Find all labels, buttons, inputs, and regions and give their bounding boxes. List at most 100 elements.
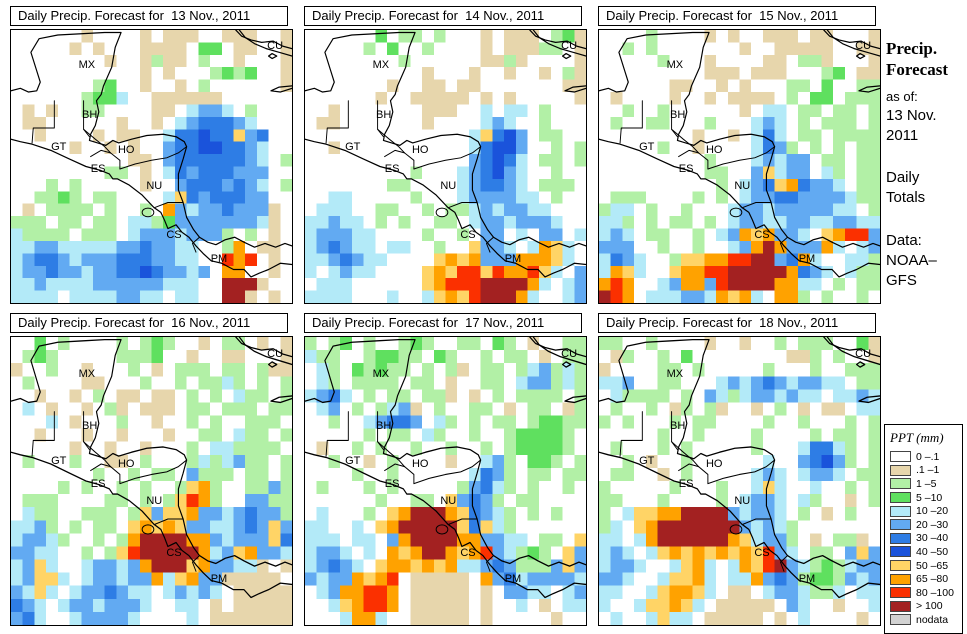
legend-item: 10 –20 bbox=[890, 504, 958, 518]
legend-box: PPT (mm) 0 –.1.1 –1 1 –5 5 –10 10 –20 20 –30… bbox=[884, 424, 963, 634]
country-label-pm: PM bbox=[504, 572, 522, 585]
sidebar-data-source: Data: NOAA– GFS bbox=[886, 231, 937, 290]
country-label-cu: CU bbox=[561, 348, 578, 361]
country-label-gt: GT bbox=[639, 141, 655, 154]
country-label-cu: CU bbox=[267, 40, 284, 53]
sidebar-asof-label: as of: bbox=[886, 88, 918, 104]
legend-title: PPT (mm) bbox=[890, 430, 944, 445]
legend-item: 40 –50 bbox=[890, 545, 958, 559]
country-labels: MX CU BH GT HO ES NU CS PM bbox=[11, 337, 292, 625]
legend-item: 30 –40 bbox=[890, 532, 958, 546]
precip-map: MX CU BH GT HO ES NU CS PM bbox=[598, 336, 881, 626]
legend-item: > 100 bbox=[890, 600, 958, 614]
forecast-panel-18nov: Daily Precip. Forecast for 18 Nov., 2011… bbox=[598, 313, 883, 626]
forecast-panel-14nov: Daily Precip. Forecast for 14 Nov., 2011… bbox=[304, 6, 589, 304]
country-label-mx: MX bbox=[372, 368, 390, 381]
country-label-pm: PM bbox=[504, 253, 522, 266]
country-label-es: ES bbox=[90, 163, 106, 176]
country-labels: MX CU BH GT HO ES NU CS PM bbox=[599, 337, 880, 625]
country-label-mx: MX bbox=[666, 368, 684, 381]
country-labels: MX CU BH GT HO ES NU CS PM bbox=[599, 30, 880, 303]
country-label-bh: BH bbox=[82, 420, 98, 433]
legend-swatch bbox=[890, 464, 911, 476]
country-label-gt: GT bbox=[639, 454, 655, 467]
country-label-ho: HO bbox=[705, 144, 723, 157]
country-label-bh: BH bbox=[376, 420, 392, 433]
precip-map: MX CU BH GT HO ES NU CS PM bbox=[304, 29, 587, 304]
country-label-pm: PM bbox=[798, 253, 816, 266]
legend-swatch bbox=[890, 451, 911, 463]
precip-grid-canvas bbox=[599, 30, 880, 303]
country-label-mx: MX bbox=[372, 59, 390, 72]
country-labels: MX CU BH GT HO ES NU CS PM bbox=[11, 30, 292, 303]
panel-title: Daily Precip. Forecast for 14 Nov., 2011 bbox=[304, 6, 582, 26]
panel-title: Daily Precip. Forecast for 13 Nov., 2011 bbox=[10, 6, 288, 26]
country-label-gt: GT bbox=[345, 454, 361, 467]
legend-item: 5 –10 bbox=[890, 491, 958, 505]
country-label-nu: NU bbox=[146, 495, 163, 508]
legend-item: 80 –100 bbox=[890, 586, 958, 600]
legend-label: 80 –100 bbox=[916, 586, 954, 599]
legend-swatch bbox=[890, 505, 911, 517]
country-label-cu: CU bbox=[267, 348, 284, 361]
legend-swatch bbox=[890, 492, 911, 504]
legend-label: 65 –80 bbox=[916, 573, 949, 586]
forecast-panel-17nov: Daily Precip. Forecast for 17 Nov., 2011… bbox=[304, 313, 589, 626]
country-label-gt: GT bbox=[51, 141, 67, 154]
country-label-ho: HO bbox=[411, 144, 429, 157]
country-label-cu: CU bbox=[855, 40, 872, 53]
country-label-bh: BH bbox=[376, 108, 392, 121]
country-label-pm: PM bbox=[210, 572, 228, 585]
legend-label: 5 –10 bbox=[916, 491, 943, 504]
precip-map: MX CU BH GT HO ES NU CS PM bbox=[10, 336, 293, 626]
country-label-mx: MX bbox=[78, 368, 96, 381]
panel-title: Daily Precip. Forecast for 16 Nov., 2011 bbox=[10, 313, 288, 333]
legend-swatch bbox=[890, 546, 911, 558]
legend-swatch bbox=[890, 519, 911, 531]
country-label-es: ES bbox=[90, 477, 106, 490]
country-label-pm: PM bbox=[210, 253, 228, 266]
legend-swatch bbox=[890, 573, 911, 585]
legend-label: 40 –50 bbox=[916, 545, 949, 558]
panel-title: Daily Precip. Forecast for 17 Nov., 2011 bbox=[304, 313, 582, 333]
legend-swatch bbox=[890, 614, 911, 626]
legend-swatch bbox=[890, 478, 911, 490]
forecast-panel-13nov: Daily Precip. Forecast for 13 Nov., 2011… bbox=[10, 6, 295, 304]
precip-grid-canvas bbox=[599, 337, 880, 625]
precip-grid-canvas bbox=[11, 337, 292, 625]
legend-swatch bbox=[890, 560, 911, 572]
country-label-nu: NU bbox=[734, 179, 751, 192]
legend-swatch bbox=[890, 600, 911, 612]
legend-item: nodata bbox=[890, 613, 958, 627]
country-label-es: ES bbox=[384, 163, 400, 176]
country-label-ho: HO bbox=[411, 457, 429, 470]
forecast-panel-15nov: Daily Precip. Forecast for 15 Nov., 2011… bbox=[598, 6, 883, 304]
panel-title: Daily Precip. Forecast for 15 Nov., 2011 bbox=[598, 6, 876, 26]
legend-label: 20 –30 bbox=[916, 518, 949, 531]
country-label-nu: NU bbox=[734, 495, 751, 508]
sidebar: Precip. Forecast as of: 13 Nov. 2011 Dai… bbox=[886, 38, 966, 291]
country-label-nu: NU bbox=[146, 179, 163, 192]
legend-swatch bbox=[890, 587, 911, 599]
legend-item: 65 –80 bbox=[890, 572, 958, 586]
sidebar-totals: Daily Totals bbox=[886, 169, 926, 207]
country-label-nu: NU bbox=[440, 495, 457, 508]
legend-label: .1 –1 bbox=[916, 464, 940, 477]
legend-swatch bbox=[890, 532, 911, 544]
precip-map: MX CU BH GT HO ES NU CS PM bbox=[10, 29, 293, 304]
legend-items: 0 –.1.1 –1 1 –5 5 –10 10 –20 20 –30 30 –40 40 … bbox=[890, 450, 958, 627]
legend-label: 30 –40 bbox=[916, 532, 949, 545]
country-label-ho: HO bbox=[117, 144, 135, 157]
country-label-ho: HO bbox=[705, 457, 723, 470]
legend-label: nodata bbox=[916, 613, 949, 626]
legend-label: 1 –5 bbox=[916, 477, 937, 490]
country-label-ho: HO bbox=[117, 457, 135, 470]
precip-grid-canvas bbox=[11, 30, 292, 303]
country-labels: MX CU BH GT HO ES NU CS PM bbox=[305, 337, 586, 625]
country-label-cs: CS bbox=[754, 228, 770, 241]
country-label-es: ES bbox=[678, 477, 694, 490]
country-label-es: ES bbox=[678, 163, 694, 176]
country-label-gt: GT bbox=[51, 454, 67, 467]
country-label-cs: CS bbox=[460, 228, 476, 241]
